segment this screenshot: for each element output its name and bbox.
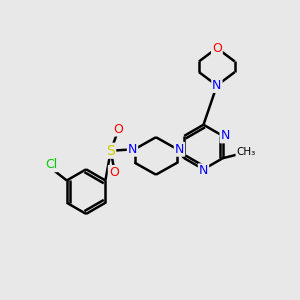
Text: N: N xyxy=(175,143,184,156)
Text: N: N xyxy=(220,129,230,142)
Text: N: N xyxy=(212,79,222,92)
Text: N: N xyxy=(128,143,137,156)
Text: Cl: Cl xyxy=(45,158,57,171)
Text: S: S xyxy=(106,144,115,158)
Text: O: O xyxy=(212,42,222,55)
Text: O: O xyxy=(109,166,119,179)
Text: O: O xyxy=(113,122,123,136)
Text: CH₃: CH₃ xyxy=(236,147,256,157)
Text: N: N xyxy=(199,164,208,177)
